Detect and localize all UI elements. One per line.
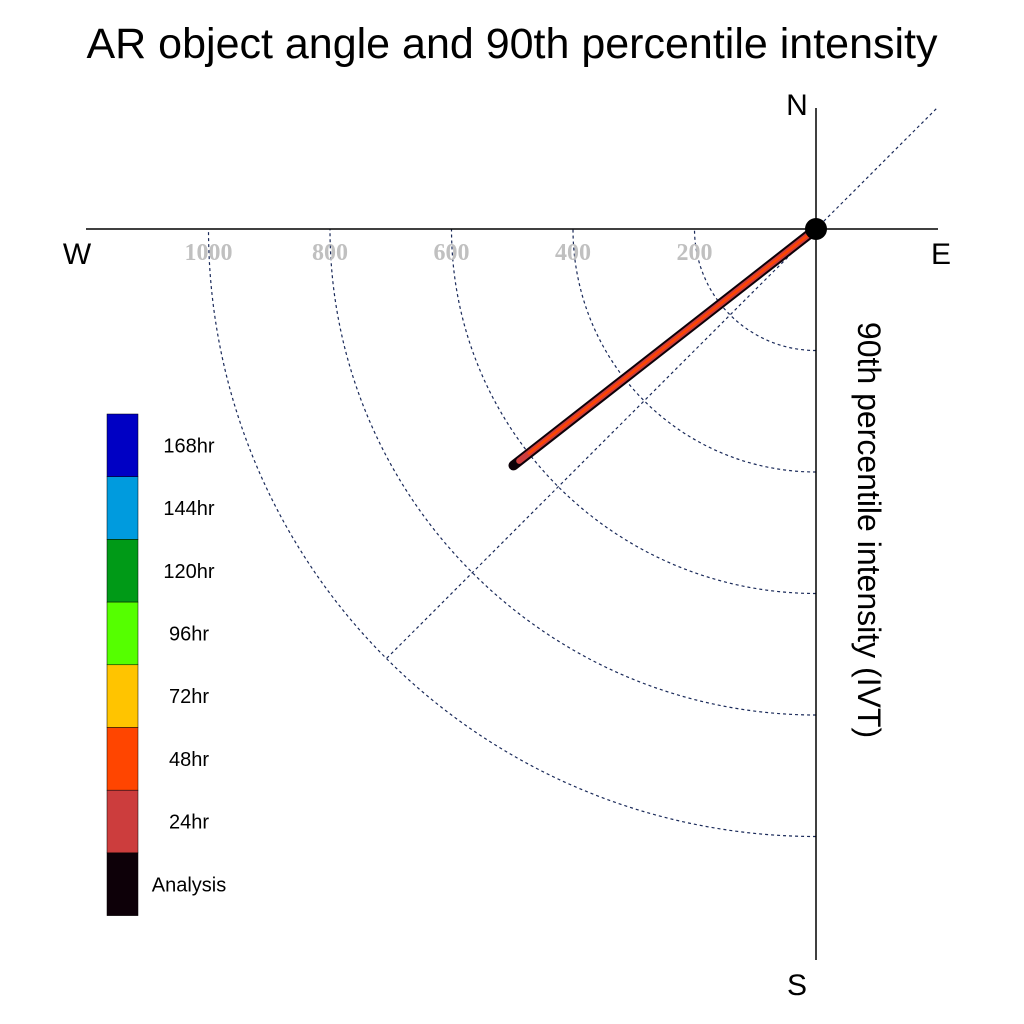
radial-tick-label: 200 (677, 240, 713, 266)
legend-swatch (106, 664, 139, 728)
chart-title: AR object angle and 90th percentile inte… (87, 20, 938, 68)
legend-swatch (106, 852, 139, 916)
legend-label: 24hr (169, 812, 209, 834)
legend-label: 96hr (169, 624, 209, 646)
forecast-tracks (508, 224, 821, 471)
compass-north: N (786, 89, 808, 122)
compass-south: S (787, 969, 807, 1002)
origin-marker (805, 218, 827, 240)
radial-tick-label: 400 (555, 240, 591, 266)
radial-ring (572, 228, 817, 473)
legend-label: 120hr (163, 561, 214, 583)
radial-tick-label: 800 (312, 240, 348, 266)
compass-west: W (63, 238, 92, 271)
compass-east: E (931, 238, 951, 271)
radial-ring (450, 228, 817, 595)
radial-ring (693, 228, 817, 352)
legend-swatch (106, 727, 139, 791)
radial-rings (207, 228, 817, 838)
legend-swatch (106, 539, 139, 603)
legend-swatch (106, 413, 139, 477)
legend-label: 48hr (169, 749, 209, 771)
legend-label: 168hr (163, 435, 214, 457)
legend-label: 144hr (163, 498, 214, 520)
legend-label: 72hr (169, 686, 209, 708)
track-48hr (527, 227, 818, 455)
legend-swatch (106, 601, 139, 666)
radial-ring (207, 228, 817, 838)
radial-tick-labels: 200 400 600 800 1000 (185, 240, 713, 266)
radial-tick-label: 1000 (185, 240, 233, 266)
radial-tick-label: 600 (434, 240, 470, 266)
legend-label: Analysis (152, 874, 226, 896)
y-axis-label: 90th percentile intensity (IVT) (851, 322, 887, 738)
legend: 168hr 144hr 120hr 96hr 72hr 48hr 24hr Analysis (106, 413, 226, 916)
legend-swatch (106, 476, 139, 540)
legend-swatch (106, 789, 139, 854)
radial-ring (329, 228, 817, 716)
